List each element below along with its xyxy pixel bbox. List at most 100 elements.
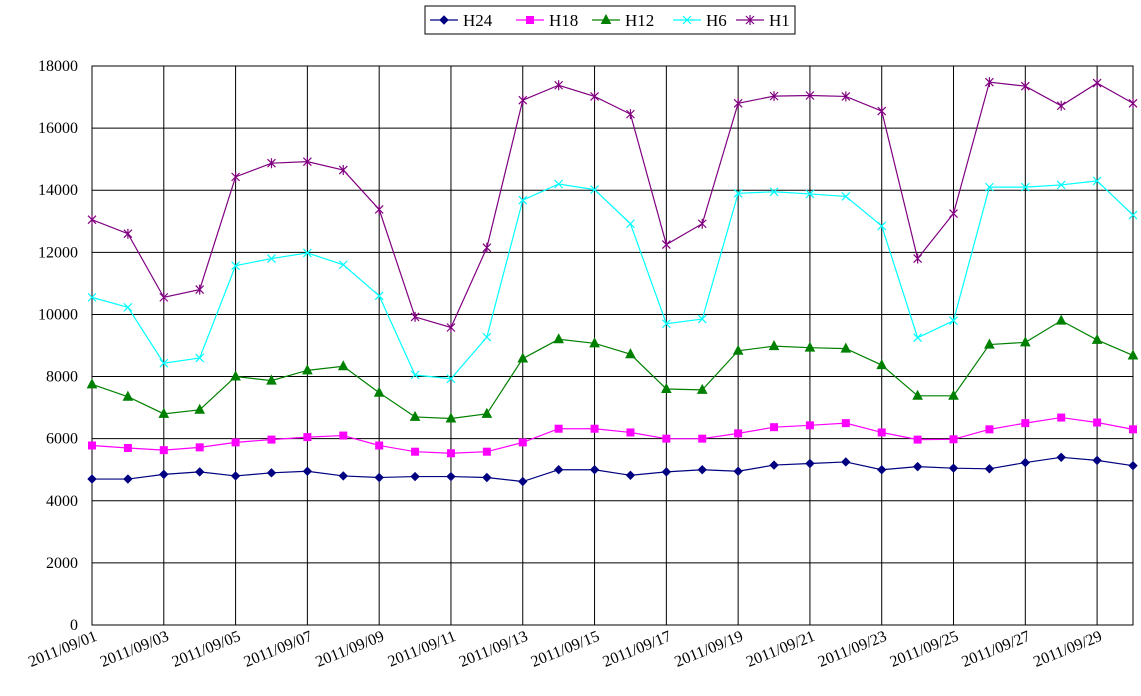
data-point — [159, 292, 169, 303]
data-point — [769, 460, 779, 470]
series-line — [91, 319, 1134, 420]
data-point — [948, 389, 959, 400]
series-line — [91, 180, 1134, 380]
data-point — [303, 433, 312, 442]
data-point — [554, 424, 563, 433]
data-point — [841, 192, 851, 201]
data-point — [302, 364, 313, 375]
data-point — [482, 447, 491, 456]
y-tick-label: 14000 — [38, 182, 78, 199]
data-point — [590, 91, 599, 102]
data-point — [158, 407, 170, 418]
data-point — [1092, 78, 1102, 89]
data-point — [698, 434, 707, 443]
data-point — [1020, 457, 1031, 468]
data-point — [194, 467, 205, 477]
x-tick-label: 2011/09/25 — [888, 628, 961, 671]
data-point — [123, 474, 133, 484]
data-point — [1021, 419, 1030, 428]
data-point — [769, 91, 779, 102]
data-point — [1127, 349, 1139, 360]
data-point — [805, 189, 815, 199]
data-point — [662, 434, 671, 443]
legend-label: H1 — [769, 11, 790, 30]
y-tick-label: 18000 — [38, 58, 78, 75]
data-point — [913, 435, 922, 444]
data-point — [682, 15, 692, 25]
data-point — [86, 378, 98, 389]
series-h18 — [88, 413, 1137, 458]
data-point — [445, 412, 457, 423]
data-point — [626, 109, 635, 120]
data-point — [732, 344, 744, 355]
y-tick-label: 16000 — [38, 120, 78, 137]
data-point — [769, 187, 779, 197]
data-point — [661, 239, 671, 250]
data-point — [1057, 413, 1066, 422]
data-point — [410, 311, 420, 322]
data-point — [553, 333, 564, 344]
series-h1 — [87, 77, 1138, 333]
data-point — [338, 165, 348, 176]
y-axis-ticks: 0 2000 4000 6000 8000 10000 12000 14000 16000 180… — [38, 58, 78, 634]
data-point — [984, 182, 994, 192]
x-tick-label: 2011/09/05 — [170, 628, 243, 671]
legend-item-h18: H18 — [516, 11, 578, 30]
legend-label: H12 — [625, 11, 654, 30]
data-point — [482, 332, 492, 342]
y-tick-label: 2000 — [46, 555, 78, 572]
series-h6 — [87, 176, 1138, 384]
series-line — [92, 456, 1134, 483]
data-point — [123, 443, 132, 452]
data-point — [526, 16, 534, 24]
data-point — [1129, 425, 1137, 434]
y-tick-label: 4000 — [46, 493, 78, 510]
data-point — [159, 358, 169, 368]
data-point — [123, 302, 133, 312]
data-point — [985, 425, 994, 434]
data-point — [195, 284, 205, 295]
data-point — [122, 390, 134, 401]
data-point — [554, 179, 564, 189]
data-point — [877, 221, 887, 231]
data-point — [482, 242, 492, 253]
y-tick-label: 10000 — [38, 306, 78, 323]
data-point — [266, 468, 277, 478]
data-point — [1055, 314, 1067, 325]
series-line — [91, 81, 1134, 329]
data-point — [518, 438, 527, 447]
data-point — [877, 465, 887, 475]
data-point — [230, 370, 241, 381]
data-point — [912, 461, 923, 472]
data-point — [841, 419, 850, 428]
x-tick-label: 2011/09/07 — [241, 628, 314, 671]
data-point — [1091, 333, 1103, 344]
x-tick-label: 2011/09/19 — [672, 628, 745, 671]
data-point — [195, 443, 204, 452]
data-point — [339, 431, 348, 440]
x-axis-ticks: 2011/09/012011/09/032011/09/052011/09/07… — [26, 628, 1105, 671]
data-point — [590, 424, 599, 433]
data-point — [338, 260, 348, 270]
data-point — [375, 441, 384, 450]
data-point — [948, 463, 959, 473]
x-tick-label: 2011/09/11 — [386, 628, 459, 671]
data-point — [697, 314, 707, 324]
data-point — [159, 469, 169, 480]
data-point — [1056, 452, 1066, 463]
data-point — [984, 338, 995, 349]
series-line — [91, 416, 1134, 454]
data-point — [876, 358, 888, 370]
data-point — [1128, 460, 1138, 471]
data-point — [768, 340, 780, 351]
x-tick-label: 2011/09/17 — [600, 628, 673, 671]
data-point — [626, 219, 635, 229]
data-point — [949, 435, 958, 444]
data-point — [733, 98, 743, 109]
data-point — [518, 195, 528, 205]
legend-item-h24: H24 — [430, 11, 493, 30]
data-point — [231, 261, 241, 271]
data-point — [266, 374, 277, 385]
data-point — [518, 476, 528, 487]
